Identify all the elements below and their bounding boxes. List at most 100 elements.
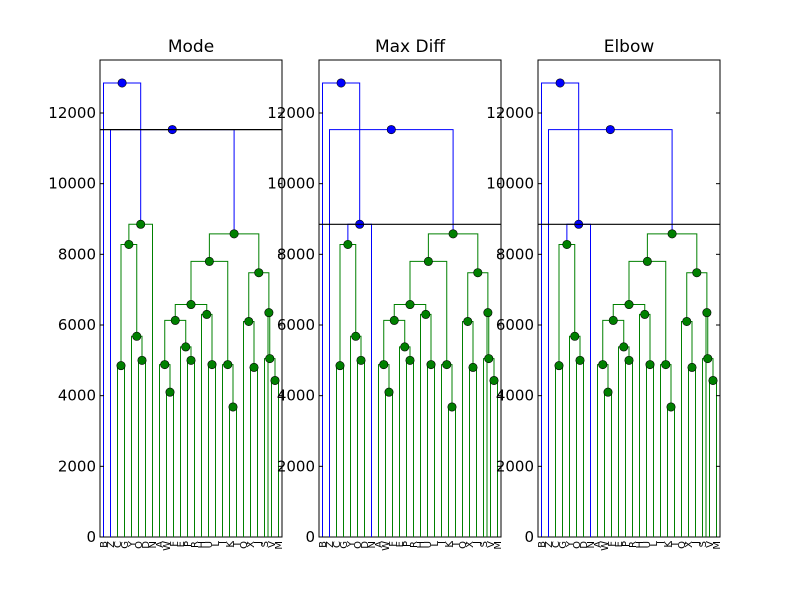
merge-point xyxy=(442,360,452,370)
merge-point xyxy=(624,300,634,310)
dendrogram-link xyxy=(357,359,365,537)
leaf-label: E xyxy=(176,541,187,547)
merge-point xyxy=(124,239,134,249)
leaf-label: P xyxy=(183,541,194,547)
axes-frame xyxy=(318,59,502,538)
merge-point xyxy=(132,331,142,341)
leaf-label: A xyxy=(593,541,604,548)
merge-point xyxy=(570,331,580,341)
dendrogram-link xyxy=(427,364,435,537)
leaf-label: R xyxy=(409,541,420,548)
merge-point xyxy=(335,361,345,371)
dendrogram-link xyxy=(138,359,146,537)
dendrogram-link xyxy=(383,319,406,365)
merge-point xyxy=(708,375,718,385)
leaf-label: B xyxy=(537,541,548,548)
leaf-label: M xyxy=(712,541,723,550)
merge-point xyxy=(405,300,415,310)
merge-point xyxy=(423,256,433,266)
dendrogram-link xyxy=(625,359,633,537)
leaf-label: O xyxy=(134,541,145,549)
merge-point xyxy=(249,362,259,372)
merge-point xyxy=(351,331,361,341)
leaf-label: U xyxy=(204,541,215,548)
dendrogram-link xyxy=(709,379,717,537)
merge-point xyxy=(555,78,565,88)
leaf-label: N xyxy=(367,541,378,548)
ytick-label: 4000 xyxy=(58,387,96,405)
merge-point xyxy=(228,402,238,412)
merge-point xyxy=(170,315,180,325)
dendrogram-link xyxy=(639,313,651,537)
ytick-label: 2000 xyxy=(58,457,96,475)
leaf-label: X xyxy=(684,541,695,548)
ytick-label: 12000 xyxy=(486,104,534,122)
leaf-label: I xyxy=(218,541,229,544)
dendrogram-link xyxy=(201,313,213,537)
leaf-label: U xyxy=(642,541,653,548)
dendrogram-link xyxy=(618,346,630,537)
leaf-label: Y xyxy=(127,540,138,548)
panel-title-elbow: Elbow xyxy=(604,37,655,57)
merge-point xyxy=(384,387,394,397)
leaf-label: A xyxy=(374,541,385,548)
dendrogram-link xyxy=(322,82,361,537)
dendrogram-link xyxy=(566,223,591,537)
merge-point xyxy=(624,355,634,365)
ytick-label: 2000 xyxy=(277,457,315,475)
leaf-label: B xyxy=(318,541,329,548)
ytick-label: 0 xyxy=(524,528,534,546)
dendrogram-link xyxy=(681,320,693,537)
dendrogram-link xyxy=(420,313,432,537)
dendrogram-link xyxy=(208,364,216,537)
merge-point xyxy=(336,78,346,88)
leaf-label: E xyxy=(614,541,625,547)
leaf-label: H xyxy=(197,541,208,549)
merge-point xyxy=(244,316,254,326)
ytick-label: 12000 xyxy=(48,104,96,122)
axes-frame xyxy=(537,59,721,538)
merge-point xyxy=(661,360,671,370)
dendrogram-link xyxy=(180,346,192,537)
leaf-label: L xyxy=(649,541,660,547)
leaf-label: T xyxy=(451,540,462,548)
merge-point xyxy=(356,355,366,365)
dendrogram-link xyxy=(427,233,479,273)
merge-point xyxy=(421,309,431,319)
dendrogram-link xyxy=(347,223,372,537)
merge-point xyxy=(343,239,353,249)
merge-point xyxy=(687,362,697,372)
dendrogram-link xyxy=(350,335,362,537)
ytick-label: 6000 xyxy=(277,316,315,334)
leaf-label: Y xyxy=(346,540,357,548)
dendrogram-link xyxy=(264,358,276,537)
leaf-label: O xyxy=(572,541,583,549)
merge-point xyxy=(207,360,217,370)
merge-point xyxy=(468,362,478,372)
merge-point xyxy=(682,316,692,326)
leaf-label: F xyxy=(607,541,618,547)
dendrogram-link xyxy=(164,319,187,365)
dendrogram-link xyxy=(462,320,474,537)
leaf-label: W xyxy=(600,541,611,551)
panel-title-max-diff: Max Diff xyxy=(375,37,446,57)
merge-point xyxy=(692,268,702,278)
leaf-label: A xyxy=(155,541,166,548)
dendrogram-link xyxy=(229,406,237,537)
leaf-label: N xyxy=(148,541,159,548)
merge-point xyxy=(473,268,483,278)
leaf-label: C xyxy=(332,541,343,548)
leaf-label: O xyxy=(353,541,364,549)
leaf-label: C xyxy=(113,541,124,548)
dendrogram-link xyxy=(569,335,581,537)
leaf-label: X xyxy=(246,541,257,548)
ytick-label: 10000 xyxy=(486,175,534,193)
merge-point xyxy=(603,387,613,397)
merge-point xyxy=(186,300,196,310)
leaf-label: M xyxy=(274,541,285,550)
merge-point xyxy=(264,308,274,318)
leaf-label: V xyxy=(705,541,716,548)
dendrogram-link xyxy=(336,365,344,537)
leaf-label: R xyxy=(628,541,639,548)
